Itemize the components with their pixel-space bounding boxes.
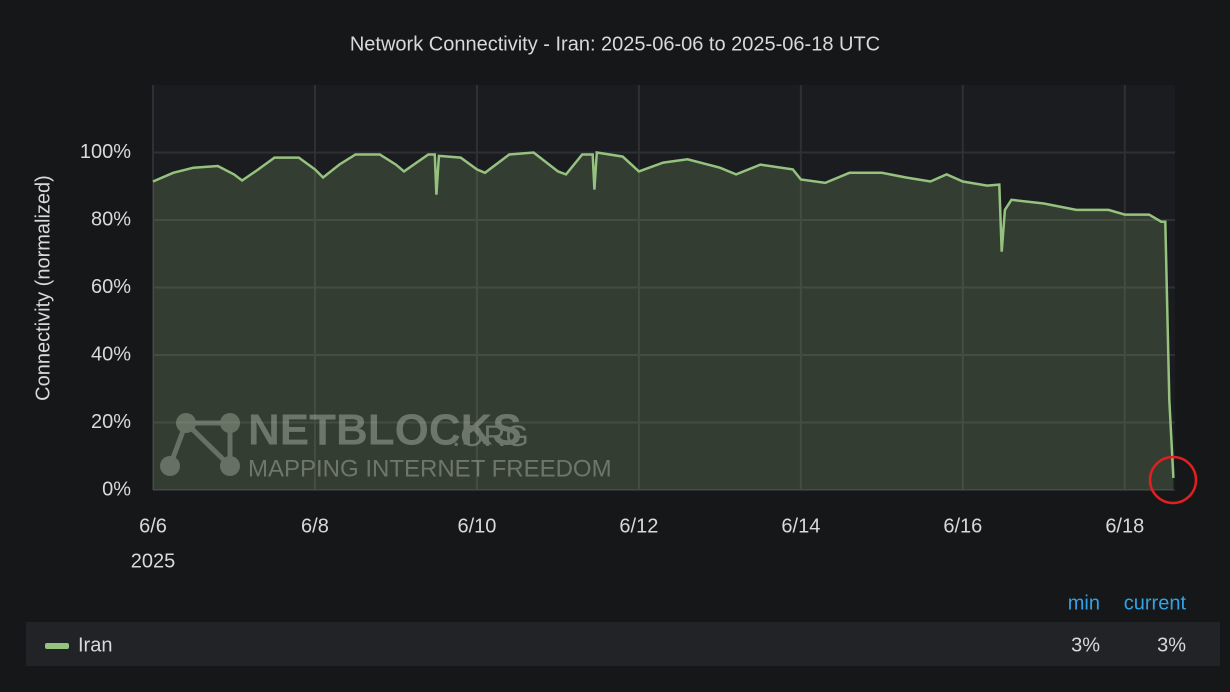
x-tick-label: 6/14: [781, 515, 820, 537]
legend-swatch: [45, 643, 69, 649]
watermark-logo: [160, 413, 240, 476]
area-fill: [153, 152, 1174, 490]
x-sublabel: 2025: [131, 550, 176, 572]
legend-header: current: [1124, 592, 1187, 614]
x-tick-label: 6/12: [619, 515, 658, 537]
y-tick-label: 20%: [91, 411, 131, 433]
watermark-domain: .ORG: [452, 420, 529, 453]
y-tick-label: 40%: [91, 343, 131, 365]
y-tick-label: 60%: [91, 276, 131, 298]
x-tick-label: 6/16: [943, 515, 982, 537]
line: [152, 151, 1175, 478]
y-tick-label: 100%: [80, 141, 131, 163]
x-tick-label: 6/10: [457, 515, 496, 537]
chart-title: Network Connectivity - Iran: 2025-06-06 …: [350, 33, 880, 55]
legend-stat: 3%: [1071, 634, 1100, 656]
legend-stat: 3%: [1157, 634, 1186, 656]
y-tick-label: 0%: [102, 478, 131, 500]
x-tick-label: 6/6: [139, 515, 167, 537]
legend-header: min: [1068, 592, 1100, 614]
legend-label: Iran: [78, 634, 112, 656]
watermark: NETBLOCKS .ORG MAPPING INTERNET FREEDOM: [160, 406, 612, 482]
highlight-circle: [1148, 455, 1198, 505]
x-tick-label: 6/8: [301, 515, 329, 537]
y-tick-label: 80%: [91, 208, 131, 230]
y-axis-label: Connectivity (normalized): [32, 175, 54, 401]
watermark-name: NETBLOCKS: [248, 406, 522, 455]
watermark-tagline: MAPPING INTERNET FREEDOM: [248, 455, 612, 482]
legend-box: [26, 622, 1220, 666]
x-tick-label: 6/18: [1105, 515, 1144, 537]
